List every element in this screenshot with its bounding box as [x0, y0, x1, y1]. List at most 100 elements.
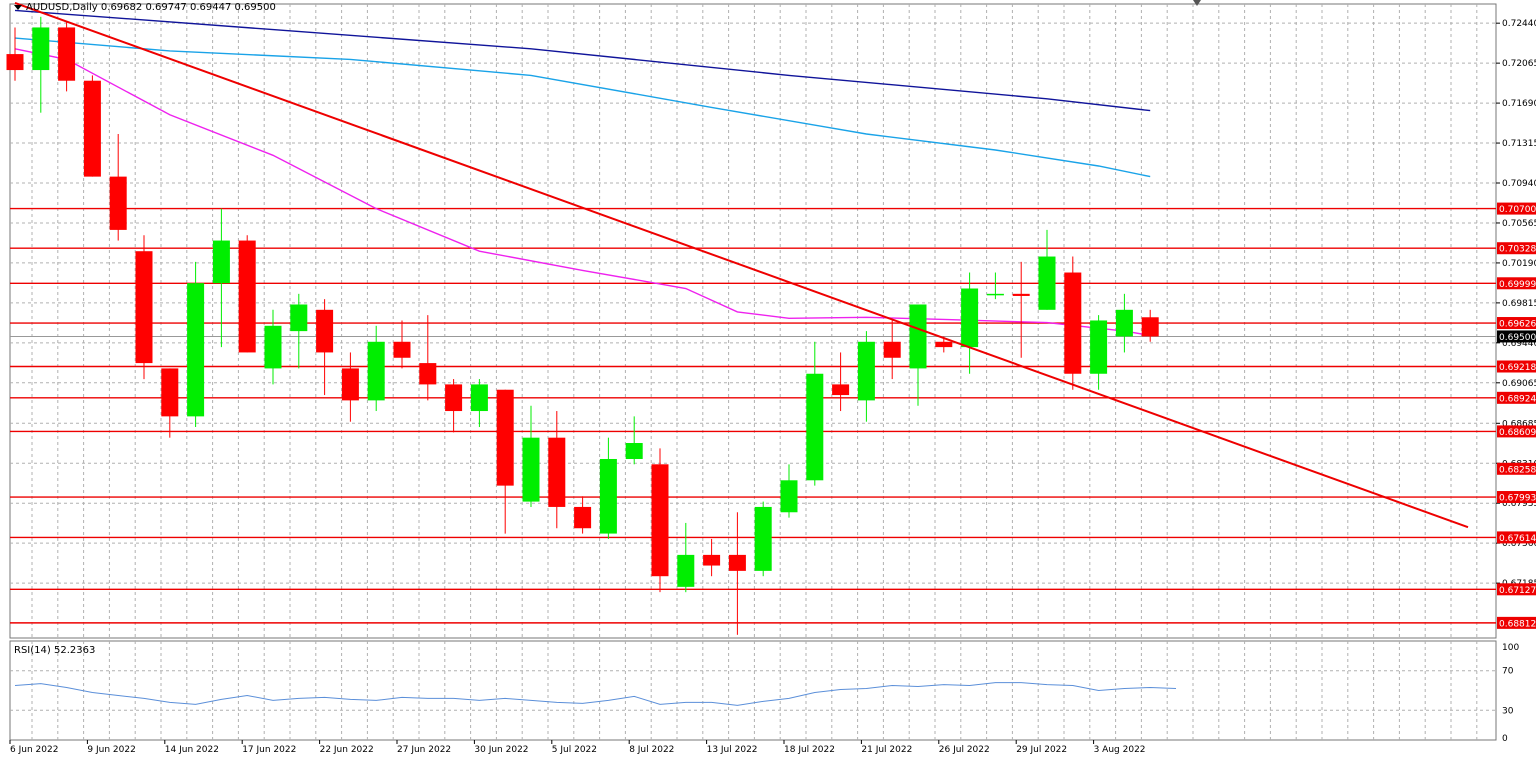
- level-price-tag: [1497, 360, 1536, 373]
- rsi-axis-tick-label: 0: [1502, 734, 1508, 744]
- symbol-name: AUDUSD,Daily: [26, 2, 98, 13]
- candle-body: [935, 341, 953, 348]
- candle-body: [1141, 317, 1159, 337]
- moving-average-fast-line: [14, 48, 1151, 337]
- candle-body: [316, 309, 334, 353]
- candle-body: [58, 27, 76, 81]
- candle-body: [986, 293, 1004, 296]
- level-price-tag: [1497, 583, 1536, 596]
- y-axis-tick-label: 0.71690: [1502, 99, 1536, 109]
- level-price-tag: [1497, 391, 1536, 404]
- main-plot-frame: [9, 3, 1497, 639]
- x-axis-date-label: 8 Jul 2022: [629, 745, 674, 755]
- candle-body: [780, 480, 798, 513]
- x-axis-date-label: 22 Jun 2022: [320, 745, 374, 755]
- level-price-tag: [1497, 317, 1536, 330]
- rsi-axis-tick-label: 70: [1502, 667, 1514, 677]
- x-axis-date-label: 3 Aug 2022: [1094, 745, 1146, 755]
- level-price-tag: [1497, 531, 1536, 544]
- candle-body: [548, 437, 566, 507]
- y-axis-tick-label: 0.70940: [1502, 179, 1536, 189]
- candle-body: [832, 384, 850, 396]
- candle-body: [522, 437, 540, 502]
- rsi-axis-tick-label: 30: [1502, 706, 1514, 716]
- level-price-tag: [1497, 277, 1536, 290]
- candle-body: [32, 27, 50, 71]
- level-price-label: 0.70328: [1499, 245, 1536, 255]
- ohlc-values: 0.69682 0.69747 0.69447 0.69500: [100, 2, 276, 13]
- x-axis-date-label: 30 Jun 2022: [474, 745, 528, 755]
- candle-body: [728, 554, 746, 571]
- y-axis-tick-label: 0.71315: [1502, 139, 1536, 149]
- candle-body: [393, 341, 411, 358]
- level-price-label: 0.67614: [1499, 534, 1536, 544]
- x-axis-date-label: 6 Jun 2022: [10, 745, 58, 755]
- x-axis-date-label: 27 Jun 2022: [397, 745, 451, 755]
- x-axis-date-label: 14 Jun 2022: [165, 745, 219, 755]
- current-price-tag: [1497, 330, 1536, 343]
- moving-average-slow-line: [14, 9, 1151, 112]
- rsi-header: RSI(14) 52.2363: [14, 645, 95, 656]
- candle-body: [599, 458, 617, 534]
- candle-body: [651, 464, 669, 577]
- y-axis-tick-label: 0.67935: [1502, 499, 1536, 509]
- trend-line: [14, 1, 1469, 529]
- candle-body: [1012, 293, 1030, 296]
- candle-body: [806, 373, 824, 481]
- level-price-tag: [1497, 202, 1536, 215]
- candle-body: [857, 341, 875, 401]
- level-price-label: 0.69626: [1499, 320, 1536, 330]
- x-axis-date-label: 29 Jul 2022: [1016, 745, 1067, 755]
- level-price-label: 0.68812: [1499, 619, 1536, 629]
- x-axis-date-label: 17 Jun 2022: [242, 745, 296, 755]
- candle-body: [161, 368, 179, 417]
- x-axis-date-label: 21 Jul 2022: [861, 745, 912, 755]
- y-axis-tick-label: 0.72065: [1502, 59, 1536, 69]
- candle-body: [883, 341, 901, 358]
- candle-body: [625, 443, 643, 459]
- candle-body: [754, 506, 772, 571]
- y-axis-tick-label: 0.67560: [1502, 539, 1536, 549]
- x-axis-date-label: 9 Jun 2022: [87, 745, 135, 755]
- candle-body: [238, 240, 256, 353]
- moving-average-mid-line: [14, 37, 1151, 178]
- level-price-label: 0.68258: [1499, 465, 1536, 475]
- rsi-line: [14, 682, 1177, 706]
- x-axis-date-label: 5 Jul 2022: [552, 745, 597, 755]
- y-axis-tick-label: 0.72440: [1502, 19, 1536, 29]
- candle-body: [445, 384, 463, 412]
- level-price-label: 0.68609: [1499, 428, 1536, 438]
- candle-body: [212, 240, 230, 284]
- x-axis-date-label: 26 Jul 2022: [939, 745, 990, 755]
- level-price-tag: [1497, 462, 1536, 475]
- rsi-axis-tick-label: 100: [1502, 643, 1519, 653]
- candle-body: [264, 325, 282, 369]
- candle-body: [6, 54, 24, 71]
- y-axis-tick-label: 0.68685: [1502, 419, 1536, 429]
- candle-body: [83, 80, 101, 177]
- current-price-label: 0.69500: [1499, 333, 1536, 343]
- scroll-marker-icon: [1193, 0, 1201, 6]
- candle-body: [470, 384, 488, 412]
- candle-body: [574, 506, 592, 529]
- level-price-label: 0.67993: [1499, 494, 1536, 504]
- y-axis-tick-label: 0.69440: [1502, 339, 1536, 349]
- candle-body: [1064, 272, 1082, 374]
- level-price-tag: [1497, 491, 1536, 504]
- symbol-header: AUDUSD,Daily 0.69682 0.69747 0.69447 0.6…: [14, 2, 276, 13]
- candle-body: [677, 554, 695, 587]
- chevron-down-icon[interactable]: [14, 4, 22, 10]
- level-price-tag: [1497, 242, 1536, 255]
- level-price-tag: [1497, 616, 1536, 629]
- candle-body: [1038, 256, 1056, 310]
- candle-body: [496, 389, 514, 486]
- y-axis-tick-label: 0.69065: [1502, 379, 1536, 389]
- x-axis-date-label: 18 Jul 2022: [784, 745, 835, 755]
- candle-body: [290, 304, 308, 332]
- y-axis-tick-label: 0.69815: [1502, 299, 1536, 309]
- level-price-tag: [1497, 425, 1536, 438]
- level-price-label: 0.69999: [1499, 280, 1536, 290]
- candle-body: [961, 288, 979, 348]
